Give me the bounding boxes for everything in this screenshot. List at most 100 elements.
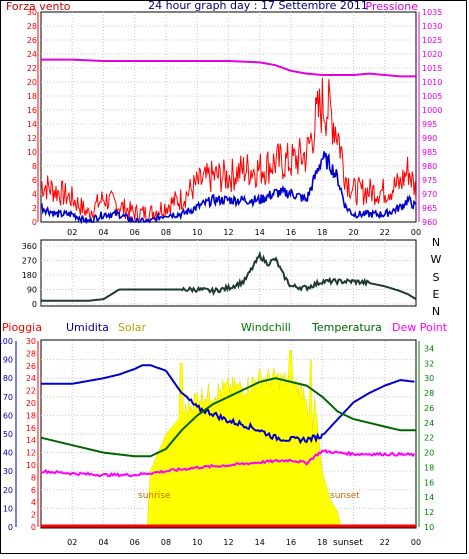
wind-panel-series [40, 58, 417, 225]
hour-tick-label: 22 [380, 538, 390, 547]
rain-tick-label: 6 [31, 486, 36, 495]
wind-tick-label: 12 [27, 134, 37, 143]
humidity-tick-label: 10 [3, 504, 13, 513]
solar-label: Solar [118, 321, 147, 334]
pressure-tick-label: 1000 [422, 106, 442, 115]
temperature-tick-label: 32 [424, 359, 434, 368]
wind-tick-label: 20 [27, 78, 37, 87]
pressure-tick-label: 1010 [422, 78, 442, 87]
temperature-tick-label: 22 [424, 434, 434, 443]
hour-tick-label: 06 [130, 228, 140, 237]
direction-label: S [433, 271, 440, 284]
direction-tick-label: 0 [32, 300, 37, 309]
humidity-line [41, 364, 415, 445]
rain-tick-label: 0 [31, 523, 36, 532]
sunrise-label: sunrise [138, 491, 171, 501]
temperature-tick-label: 34 [424, 344, 434, 353]
temperature-tick-label: 26 [424, 404, 434, 413]
wind-tick-label: 24 [27, 50, 37, 59]
wind-direction-axis: 0 90 180 270 360 [22, 242, 37, 309]
hour-tick-label: 18 [317, 538, 327, 547]
dew-point-label: Dew Point [392, 321, 448, 334]
temperature-tick-label: 20 [424, 449, 434, 458]
humidity-tick-label: 50 [3, 430, 13, 439]
wind-tick-label: 30 [27, 8, 37, 17]
hour-tick-label: 20 [348, 228, 358, 237]
hour-tick-label: 12 [223, 228, 233, 237]
hour-tick-label: 16 [286, 538, 296, 547]
wind-tick-label: 22 [27, 64, 37, 73]
humidity-tick-label: 70 [3, 393, 13, 402]
wind-tick-label: 10 [27, 148, 37, 157]
rain-tick-label: 4 [31, 498, 36, 507]
pressure-line [41, 58, 416, 78]
temperature-line [40, 377, 416, 458]
wind-tick-label: 2 [32, 204, 37, 213]
rain-tick-label: 20 [26, 399, 36, 408]
sunset-axis-label: sunset [333, 538, 363, 548]
pressure-tick-label: 965 [422, 204, 437, 213]
temperature-label: Temperatura [311, 321, 382, 334]
direction-tick-label: 270 [22, 257, 37, 266]
direction-label: N [432, 236, 440, 249]
temperature-tick-label: 14 [424, 493, 434, 502]
hour-tick-label: 22 [380, 228, 390, 237]
direction-label: E [433, 288, 440, 301]
graph-title: 24 hour graph day : 17 Settembre 2011 [148, 0, 368, 12]
pressure-tick-label: 985 [422, 148, 437, 157]
direction-label: N [432, 305, 440, 318]
hour-tick-label: 08 [161, 228, 171, 237]
hour-tick-label: 18 [317, 228, 327, 237]
wind-direction-series [41, 250, 417, 302]
wind-tick-label: 18 [27, 92, 37, 101]
hour-tick-label: 02 [67, 228, 77, 237]
pressure-tick-label: 1020 [422, 50, 442, 59]
pressure-tick-label: 1015 [422, 64, 442, 73]
rain-tick-label: 16 [26, 424, 36, 433]
humidity-tick-label: 60 [3, 411, 13, 420]
pressure-tick-label: 1035 [422, 8, 442, 17]
wind-tick-label: 16 [27, 106, 37, 115]
rain-tick-label: 10 [26, 461, 36, 470]
rain-tick-label: 8 [31, 473, 36, 482]
pressure-tick-label: 995 [422, 120, 437, 129]
temperature-axis-x: 02 04 06 08 10 12 14 16 18 22 00 [67, 538, 421, 547]
temperature-tick-label: 30 [424, 374, 434, 383]
rain-tick-label: 18 [26, 411, 36, 420]
pressure-tick-label: 990 [422, 134, 437, 143]
wind-tick-label: 14 [27, 120, 37, 129]
humidity-tick-label: 100 [0, 337, 13, 346]
hour-tick-label: 14 [255, 228, 265, 237]
wind-tick-label: 6 [32, 176, 37, 185]
temperature-axis: 10 12 14 16 18 20 22 24 26 28 30 32 34 [418, 341, 434, 532]
rain-tick-label: 26 [26, 362, 36, 371]
rain-tick-label: 12 [26, 449, 36, 458]
wind-direction-grid [41, 240, 416, 306]
hour-tick-label: 16 [286, 228, 296, 237]
humidity-label: Umidita [66, 321, 109, 334]
direction-tick-label: 180 [22, 271, 37, 280]
hour-tick-label: 04 [98, 228, 108, 237]
temperature-panel-series [40, 350, 416, 528]
humidity-tick-label: 20 [3, 486, 13, 495]
hour-tick-label: 10 [192, 228, 202, 237]
wind-tick-label: 26 [27, 36, 37, 45]
hour-tick-label: 12 [223, 538, 233, 547]
temperature-tick-label: 10 [424, 523, 434, 532]
wind-tick-label: 0 [32, 218, 37, 227]
direction-tick-label: 360 [22, 242, 37, 251]
wind-label: Forza vento [6, 0, 71, 13]
wind-tick-label: 4 [32, 190, 37, 199]
pressure-tick-label: 970 [422, 190, 437, 199]
temperature-tick-label: 24 [424, 419, 434, 428]
humidity-tick-label: 90 [3, 356, 13, 365]
windchill-label: Windchill [241, 321, 291, 334]
hour-tick-label: 06 [130, 538, 140, 547]
humidity-tick-label: 0 [8, 523, 13, 532]
hour-tick-label: 14 [255, 538, 265, 547]
humidity-tick-label: 40 [3, 449, 13, 458]
